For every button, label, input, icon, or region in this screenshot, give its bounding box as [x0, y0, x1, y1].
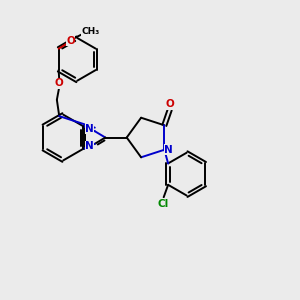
Text: CH₃: CH₃	[82, 27, 100, 36]
Text: N: N	[164, 145, 173, 155]
Text: Cl: Cl	[158, 199, 169, 209]
Text: N: N	[85, 141, 94, 151]
Text: O: O	[55, 78, 64, 88]
Text: O: O	[166, 100, 175, 110]
Text: N: N	[85, 124, 94, 134]
Text: O: O	[66, 36, 75, 46]
